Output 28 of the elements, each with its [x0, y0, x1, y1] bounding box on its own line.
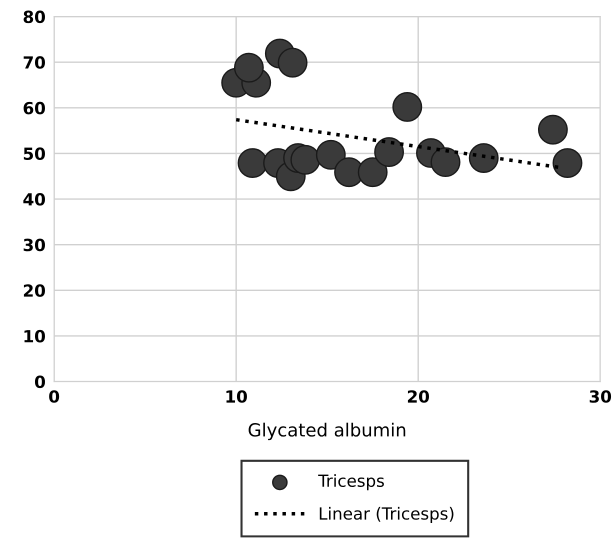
point [392, 92, 422, 122]
y-tick-label: 70 [24, 56, 45, 69]
point [316, 140, 346, 170]
y-tick-label: 60 [24, 102, 45, 114]
x-axis-title: Glycated albumin [248, 422, 406, 440]
y-tick-label: 0 [34, 376, 45, 388]
y-tick-label: 10 [24, 330, 45, 343]
point [238, 148, 268, 178]
x-tick-label: 20 [408, 390, 429, 403]
x-tick-label: 10 [226, 390, 247, 403]
legend-label: Linear (Tricesps) [320, 506, 454, 524]
y-tick-label: 80 [24, 10, 45, 24]
x-tick-label: 30 [590, 390, 612, 403]
point [358, 157, 388, 188]
y-tick-label: 50 [24, 147, 45, 160]
point [468, 143, 499, 173]
y-tick-label: 20 [24, 284, 45, 297]
y-tick-label: 30 [24, 238, 45, 252]
point [552, 148, 582, 178]
point [538, 114, 568, 145]
point [278, 48, 308, 78]
x-tick-label: 0 [49, 390, 60, 403]
point [430, 147, 460, 178]
y-tick-label: 40 [23, 193, 45, 206]
point [290, 144, 320, 175]
legend-label: Tricesps [318, 474, 384, 490]
point [374, 137, 404, 168]
point [234, 52, 264, 83]
